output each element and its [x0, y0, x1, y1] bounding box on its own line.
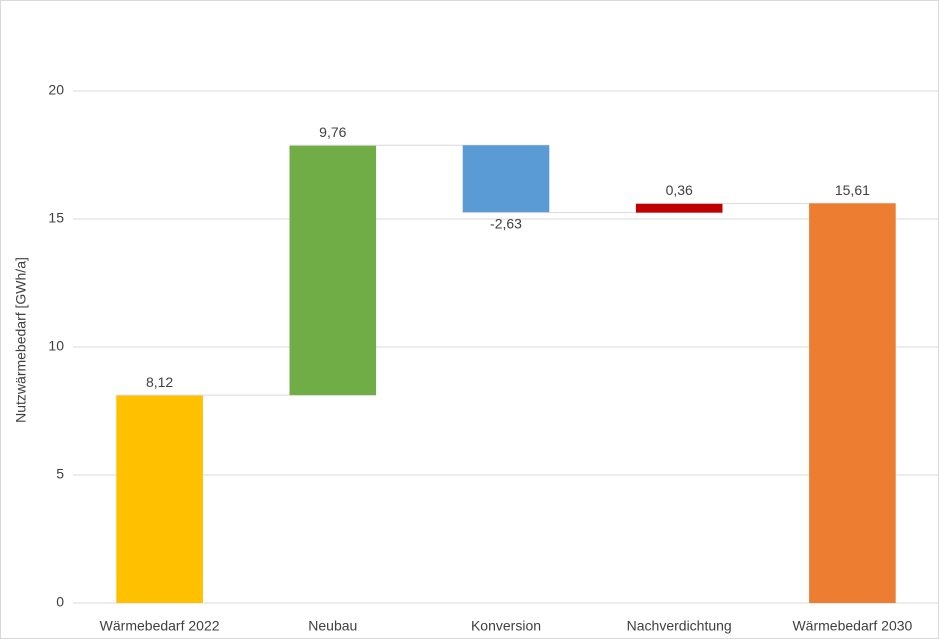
- x-tick-label: Wärmebedarf 2030: [792, 618, 912, 634]
- y-tick-label: 10: [48, 338, 64, 354]
- data-label: 8,12: [146, 374, 173, 390]
- data-label: 15,61: [835, 182, 870, 198]
- x-tick-label: Konversion: [471, 618, 541, 634]
- x-tick-label: Wärmebedarf 2022: [100, 618, 220, 634]
- bar: [635, 203, 723, 213]
- data-label: -2,63: [490, 215, 522, 231]
- y-tick-label: 20: [48, 82, 64, 98]
- bar: [116, 395, 203, 603]
- y-axis-title: Nutzwärmebedarf [GWh/a]: [13, 257, 29, 423]
- y-tick-label: 5: [56, 466, 64, 482]
- data-label: 9,76: [319, 124, 346, 140]
- x-tick-label: Nachverdichtung: [627, 618, 732, 634]
- y-tick-label: 0: [56, 594, 64, 610]
- y-tick-label: 15: [48, 210, 64, 226]
- x-tick-label: Neubau: [308, 618, 357, 634]
- bar: [462, 145, 550, 213]
- data-label: 0,36: [666, 182, 693, 198]
- bar: [809, 203, 896, 603]
- bar: [289, 145, 377, 396]
